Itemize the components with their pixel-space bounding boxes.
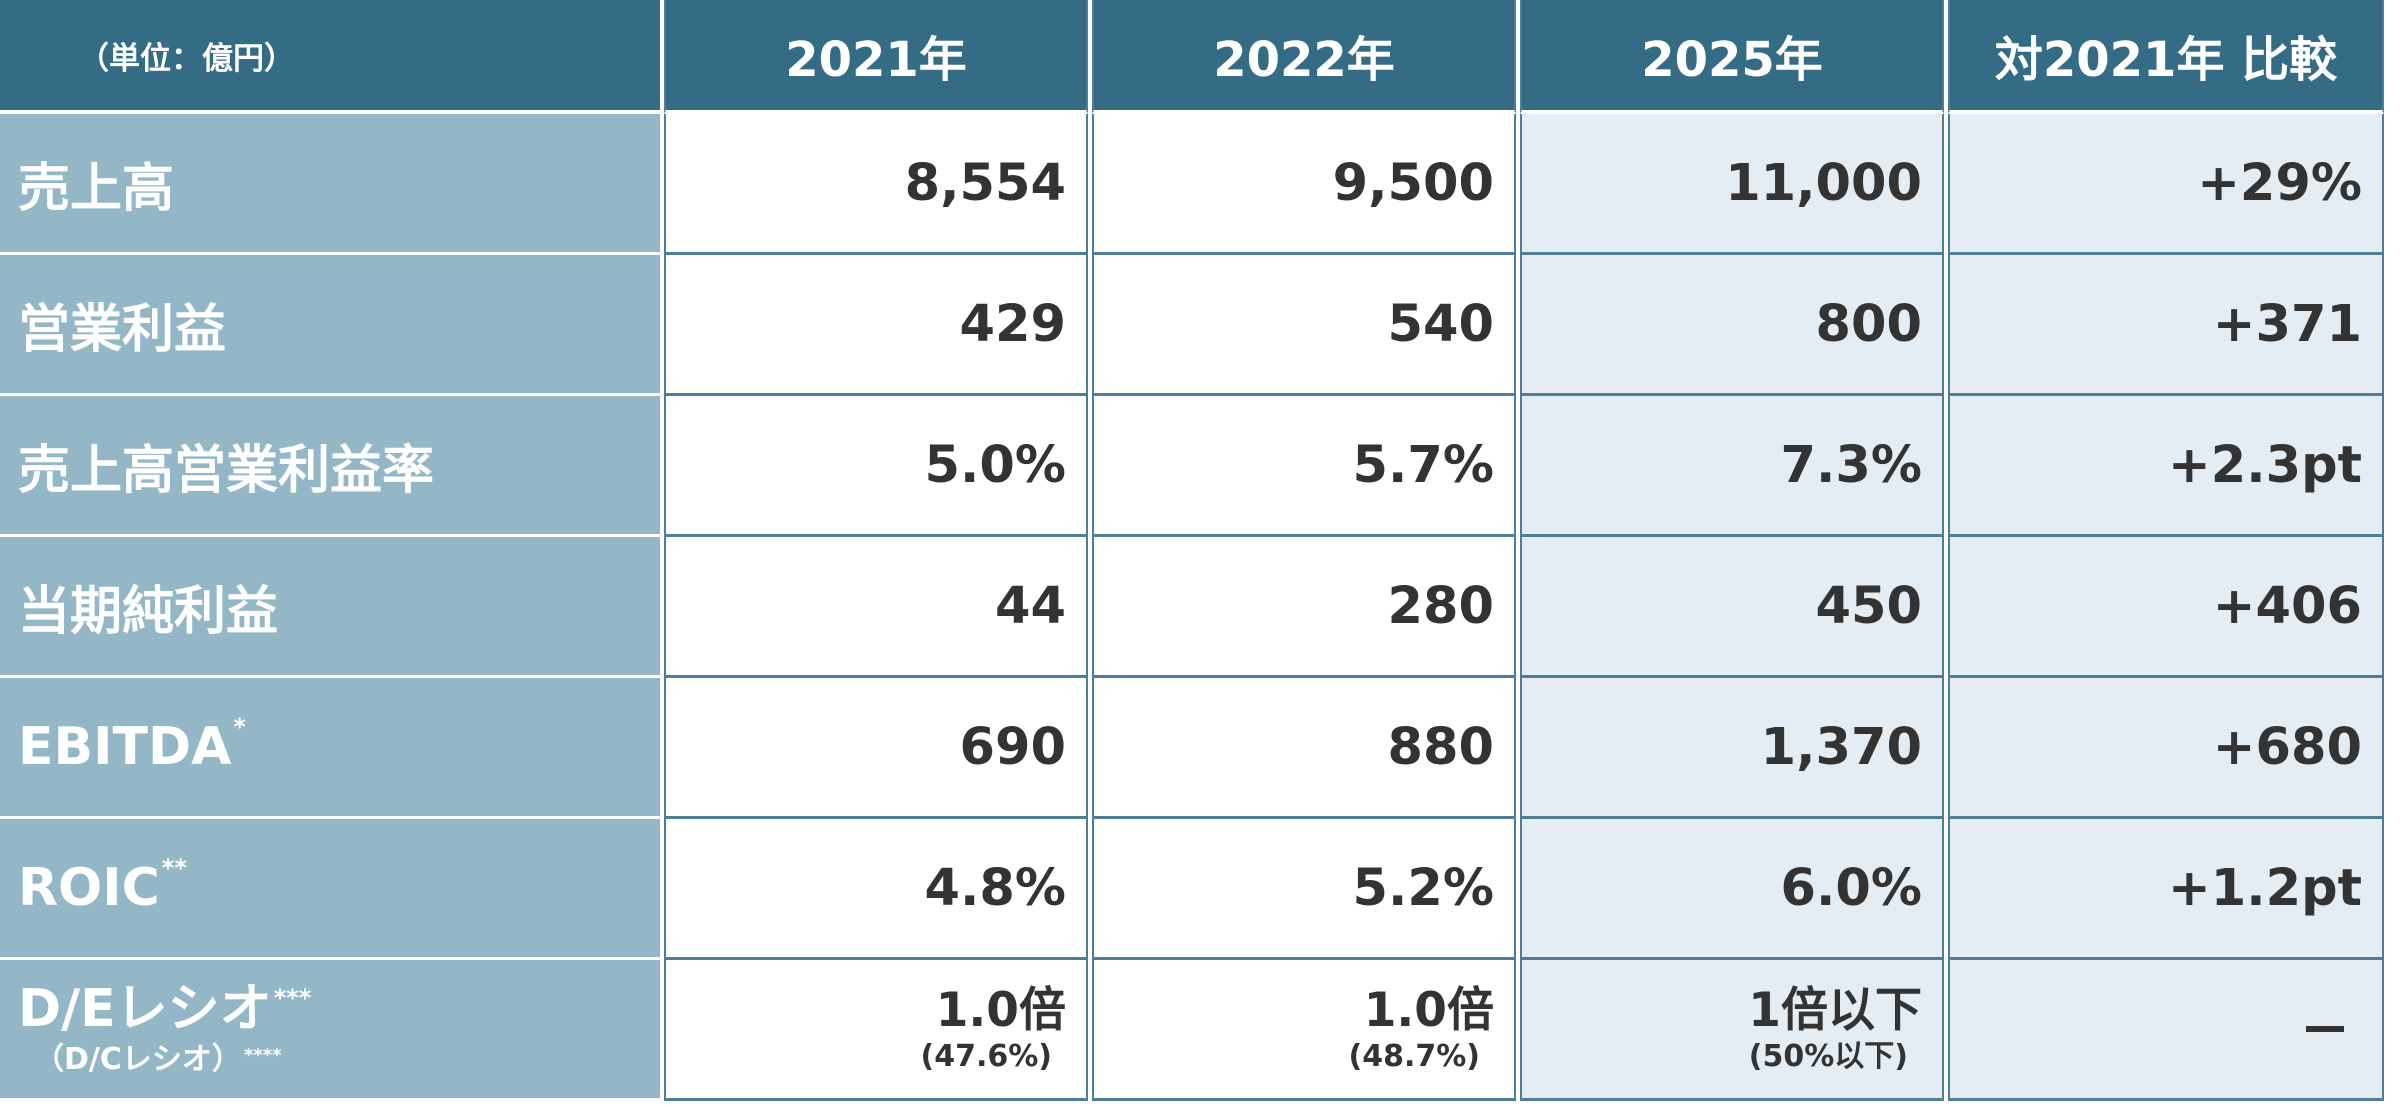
- cell-operating-profit-compare: +371: [1948, 255, 2384, 396]
- cell-value: +1.2pt: [2168, 858, 2362, 918]
- cell-value: +371: [2212, 294, 2362, 354]
- cell-value: 5.7%: [1352, 435, 1494, 495]
- cell-sales-2022: 9,500: [1092, 114, 1516, 255]
- cell-roic-2022: 5.2%: [1092, 819, 1516, 960]
- cell-value: 5.2%: [1352, 858, 1494, 918]
- cell-subvalue: (47.6%): [920, 1038, 1053, 1074]
- cell-value: +2.3pt: [2168, 435, 2362, 495]
- row-label-text: 営業利益: [18, 299, 227, 360]
- cell-net-income-2022: 280: [1092, 537, 1516, 678]
- header-2021: 2021年: [664, 0, 1088, 114]
- row-label-text: D/Eレシオ: [18, 979, 272, 1039]
- de-ratio-label-stack: D/Eレシオ*** （D/Cレシオ） ****: [18, 983, 311, 1075]
- cell-value: 540: [1387, 294, 1494, 354]
- cell-operating-margin-2025: 7.3%: [1520, 396, 1944, 537]
- cell-value: 9,500: [1332, 153, 1494, 213]
- cell-net-income-compare: +406: [1948, 537, 2384, 678]
- cell-de-ratio-2025: 1倍以下 (50%以下): [1520, 960, 1944, 1101]
- cell-value: 5.0%: [924, 435, 1066, 495]
- row-sublabel-text: （D/Cレシオ）: [34, 1042, 242, 1077]
- cell-value: +29%: [2197, 153, 2362, 213]
- cell-ebitda-2022: 880: [1092, 678, 1516, 819]
- cell-ebitda-compare: +680: [1948, 678, 2384, 819]
- cell-operating-profit-2025: 800: [1520, 255, 1944, 396]
- cell-operating-profit-2021: 429: [664, 255, 1088, 396]
- cell-roic-2025: 6.0%: [1520, 819, 1944, 960]
- header-2022-label: 2022年: [1213, 32, 1395, 88]
- cell-value: 1,370: [1760, 717, 1922, 777]
- cell-value: 7.3%: [1780, 435, 1922, 495]
- header-compare-label: 対2021年 比較: [1994, 32, 2338, 88]
- cell-value: 6.0%: [1780, 858, 1922, 918]
- cell-roic-compare: +1.2pt: [1948, 819, 2384, 960]
- cell-value: 880: [1387, 717, 1494, 777]
- cell-subvalue: (50%以下): [1748, 1038, 1908, 1074]
- cell-value: 280: [1387, 576, 1494, 636]
- row-label-text: 売上高営業利益率: [18, 440, 435, 501]
- header-2021-label: 2021年: [785, 32, 967, 88]
- cell-net-income-2025: 450: [1520, 537, 1944, 678]
- cell-net-income-2021: 44: [664, 537, 1088, 678]
- footnote-marker: *: [233, 713, 246, 741]
- cell-sales-2025: 11,000: [1520, 114, 1944, 255]
- cell-value: 800: [1815, 294, 1922, 354]
- cell-sales-compare: +29%: [1948, 114, 2384, 255]
- cell-value: 4.8%: [924, 858, 1066, 918]
- row-label-net-income: 当期純利益: [0, 537, 660, 678]
- cell-de-ratio-compare: —: [1948, 960, 2384, 1101]
- cell-value: 1倍以下: [1748, 982, 1922, 1038]
- row-label-operating-profit: 営業利益: [0, 255, 660, 396]
- cell-sales-2021: 8,554: [664, 114, 1088, 255]
- unit-header: （単位：億円）: [0, 0, 660, 114]
- row-label-ebitda: EBITDA *: [0, 678, 660, 819]
- row-label-roic: ROIC **: [0, 819, 660, 960]
- cell-de-ratio-2022: 1.0倍 (48.7%): [1092, 960, 1516, 1101]
- cell-value: 1.0倍: [1363, 982, 1494, 1038]
- cell-value: 450: [1815, 576, 1922, 636]
- cell-value: +680: [2212, 717, 2362, 777]
- cell-roic-2021: 4.8%: [664, 819, 1088, 960]
- cell-de-ratio-2021: 1.0倍 (47.6%): [664, 960, 1088, 1101]
- cell-operating-margin-compare: +2.3pt: [1948, 396, 2384, 537]
- footnote-marker: ***: [273, 984, 312, 1012]
- cell-subvalue: (48.7%): [1348, 1038, 1481, 1074]
- row-label-sales: 売上高: [0, 114, 660, 255]
- cell-operating-profit-2022: 540: [1092, 255, 1516, 396]
- row-label-text: ROIC: [18, 858, 160, 918]
- cell-value: 429: [959, 294, 1066, 354]
- row-label-de-ratio: D/Eレシオ*** （D/Cレシオ） ****: [0, 960, 660, 1101]
- header-2022: 2022年: [1092, 0, 1516, 114]
- row-label-text: 売上高: [18, 158, 175, 219]
- header-2025-label: 2025年: [1641, 32, 1823, 88]
- footnote-marker: **: [161, 854, 187, 882]
- cell-value: 8,554: [904, 153, 1066, 213]
- header-2025: 2025年: [1520, 0, 1944, 114]
- dash-mark: [2306, 1026, 2344, 1032]
- cell-value: +406: [2212, 576, 2362, 636]
- header-compare: 対2021年 比較: [1948, 0, 2384, 114]
- cell-operating-margin-2022: 5.7%: [1092, 396, 1516, 537]
- row-label-text: EBITDA: [18, 717, 232, 777]
- row-label-operating-margin: 売上高営業利益率: [0, 396, 660, 537]
- row-label-text: 当期純利益: [18, 581, 279, 642]
- cell-value: 690: [959, 717, 1066, 777]
- cell-operating-margin-2021: 5.0%: [664, 396, 1088, 537]
- cell-value: 1.0倍: [935, 982, 1066, 1038]
- cell-ebitda-2021: 690: [664, 678, 1088, 819]
- footnote-marker: ****: [243, 1045, 282, 1066]
- cell-value: 44: [995, 576, 1066, 636]
- unit-label: （単位：億円）: [78, 40, 295, 77]
- cell-ebitda-2025: 1,370: [1520, 678, 1944, 819]
- cell-value: 11,000: [1725, 153, 1922, 213]
